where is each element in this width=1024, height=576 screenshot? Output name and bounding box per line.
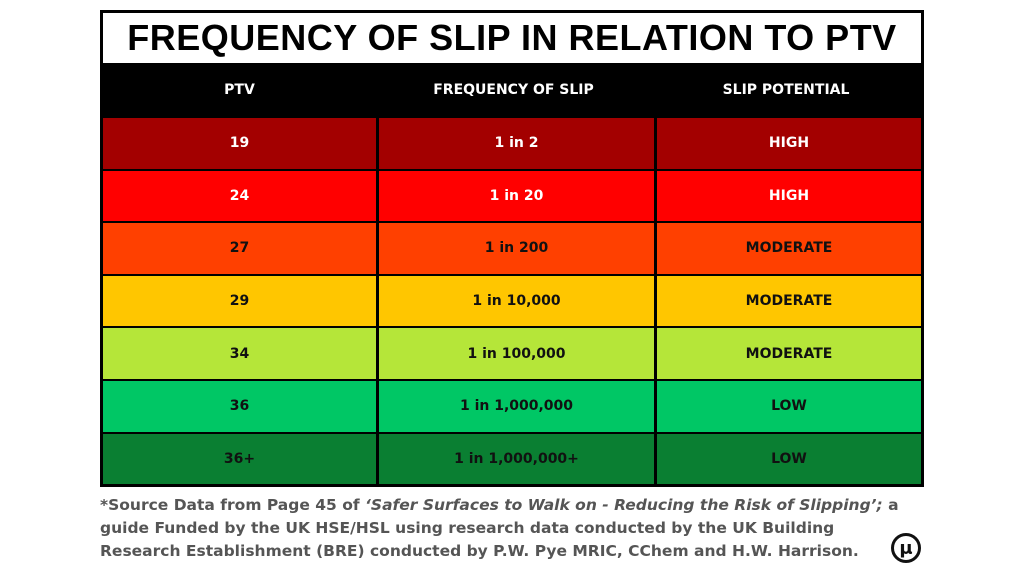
cell-slip-potential: MODERATE	[654, 223, 921, 274]
table-row: 34 1 in 100,000 MODERATE	[103, 326, 921, 379]
cell-frequency: 1 in 10,000	[376, 275, 654, 327]
table-row: 36 1 in 1,000,000 LOW	[103, 378, 921, 432]
cell-frequency: 1 in 20	[376, 170, 654, 222]
table-body: 19 1 in 2 HIGH 24 1 in 20 HIGH 27 1 in 200 MODER…	[103, 116, 921, 485]
cell-frequency: 1 in 1,000,000+	[376, 433, 654, 485]
brand-logo: μ	[891, 533, 921, 563]
footnote-prefix: *Source Data from Page 45 of	[100, 496, 366, 514]
cell-ptv: 19	[229, 135, 250, 152]
cell-ptv: 36	[229, 398, 250, 415]
cell-slip-potential: LOW	[654, 380, 921, 432]
cell-ptv: 24	[229, 187, 250, 204]
table-row: 29 1 in 10,000 MODERATE	[103, 273, 921, 327]
table-row: 19 1 in 2 HIGH	[103, 116, 921, 169]
column-header-frequency: FREQUENCY OF SLIP	[433, 81, 594, 98]
cell-slip-potential: HIGH	[654, 118, 921, 169]
cell-frequency: 1 in 200	[376, 223, 654, 274]
column-header-ptv: PTV	[224, 81, 255, 98]
table-row: 36+ 1 in 1,000,000+ LOW	[103, 431, 921, 485]
source-footnote: *Source Data from Page 45 of ‘Safer Surf…	[100, 494, 920, 563]
table-title: FREQUENCY OF SLIP IN RELATION TO PTV	[103, 13, 921, 63]
cell-frequency: 1 in 2	[376, 118, 654, 169]
cell-slip-potential: HIGH	[654, 170, 921, 222]
cell-ptv: 29	[229, 293, 250, 310]
cell-ptv: 36+	[223, 450, 256, 467]
slip-frequency-table: FREQUENCY OF SLIP IN RELATION TO PTV PTV…	[100, 10, 924, 488]
cell-ptv: 27	[229, 240, 250, 257]
footnote-suffix: a guide Funded by the UK HSE/HSL using r…	[100, 496, 899, 560]
logo-mu-icon: μ	[899, 537, 913, 559]
cell-frequency: 1 in 100,000	[376, 328, 654, 379]
cell-ptv: 34	[229, 345, 250, 362]
header-row: PTV FREQUENCY OF SLIP SLIP POTENTIAL	[103, 63, 921, 116]
cell-slip-potential: MODERATE	[654, 328, 921, 379]
cell-slip-potential: MODERATE	[654, 275, 921, 327]
table-row: 27 1 in 200 MODERATE	[103, 221, 921, 274]
footnote-source-title: ‘Safer Surfaces to Walk on - Reducing th…	[365, 496, 883, 514]
table-row: 24 1 in 20 HIGH	[103, 168, 921, 222]
cell-frequency: 1 in 1,000,000	[376, 380, 654, 432]
cell-slip-potential: LOW	[654, 433, 921, 485]
column-header-potential: SLIP POTENTIAL	[722, 81, 850, 98]
